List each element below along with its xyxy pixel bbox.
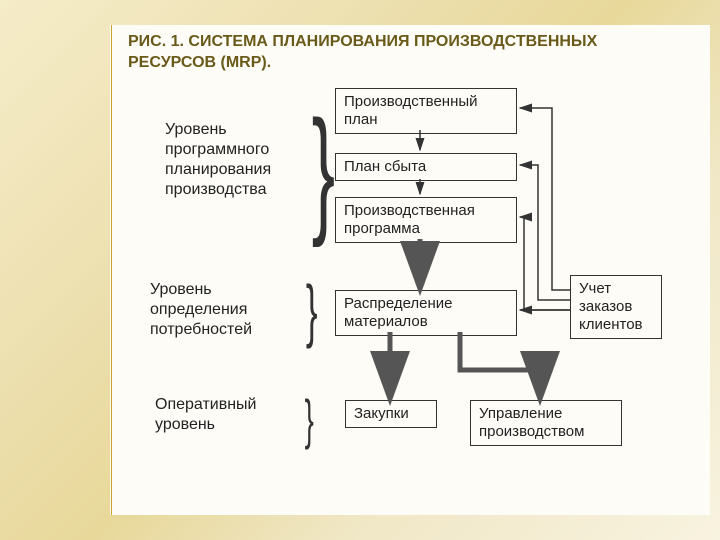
accent-line (111, 25, 112, 515)
brace-3: } (305, 392, 314, 447)
level-3-label: Оперативный уровень (155, 395, 257, 435)
node-production-program: Производственная программа (335, 197, 517, 243)
node-production-management: Управление производством (470, 400, 622, 446)
node-material-allocation: Распределение материалов (335, 290, 517, 336)
brace-1: } (312, 100, 335, 240)
node-customer-orders: Учет заказов клиентов (570, 275, 662, 339)
brace-2: } (306, 275, 318, 345)
node-production-plan: Производственный план (335, 88, 517, 134)
node-sales-plan: План сбыта (335, 153, 517, 181)
diagram-title: РИС. 1. СИСТЕМА ПЛАНИРОВАНИЯ ПРОИЗВОДСТВ… (128, 32, 598, 74)
level-1-label: Уровень программного планирования произв… (165, 120, 271, 200)
node-purchasing: Закупки (345, 400, 437, 428)
level-2-label: Уровень определения потребностей (150, 280, 252, 340)
